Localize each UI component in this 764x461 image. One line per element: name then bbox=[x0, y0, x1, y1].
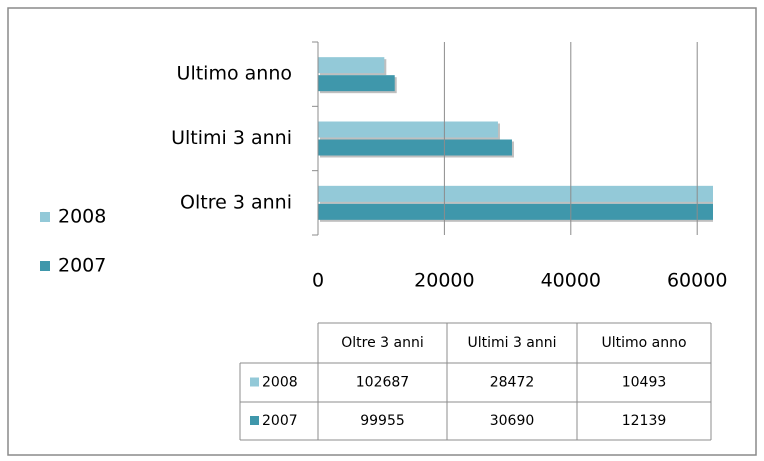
bar bbox=[318, 75, 395, 92]
bar bbox=[318, 185, 713, 202]
bar bbox=[318, 139, 512, 156]
legend-swatch bbox=[40, 212, 50, 222]
plot-area bbox=[318, 57, 713, 222]
y-tick-label: Ultimo anno bbox=[177, 63, 292, 85]
x-tick-label: 40000 bbox=[541, 270, 601, 292]
table-header: Ultimo anno bbox=[601, 335, 686, 351]
table-row-label: 2008 bbox=[262, 375, 298, 391]
table-cell: 99955 bbox=[360, 413, 405, 429]
table-header: Oltre 3 anni bbox=[341, 335, 423, 351]
legend-label: 2007 bbox=[58, 255, 106, 277]
y-tick-label: Oltre 3 anni bbox=[180, 191, 292, 213]
table-cell: 102687 bbox=[356, 375, 409, 391]
table-cell: 28472 bbox=[490, 375, 535, 391]
bar bbox=[318, 203, 713, 220]
table-row-label: 2007 bbox=[262, 413, 298, 429]
x-tick-label: 60000 bbox=[667, 270, 727, 292]
bar bbox=[318, 121, 498, 138]
table-cell: 12139 bbox=[622, 413, 667, 429]
table-cell: 10493 bbox=[622, 375, 667, 391]
y-tick-label: Ultimi 3 anni bbox=[171, 127, 292, 149]
bar bbox=[318, 57, 385, 74]
table-legend-swatch bbox=[250, 416, 259, 425]
x-tick-label: 20000 bbox=[414, 270, 474, 292]
table-cell: 30690 bbox=[490, 413, 535, 429]
table-legend-swatch bbox=[250, 377, 259, 387]
x-tick-label: 0 bbox=[312, 270, 324, 292]
table-header: Ultimi 3 anni bbox=[467, 335, 556, 351]
legend-swatch bbox=[40, 261, 50, 271]
legend-label: 2008 bbox=[58, 206, 106, 228]
